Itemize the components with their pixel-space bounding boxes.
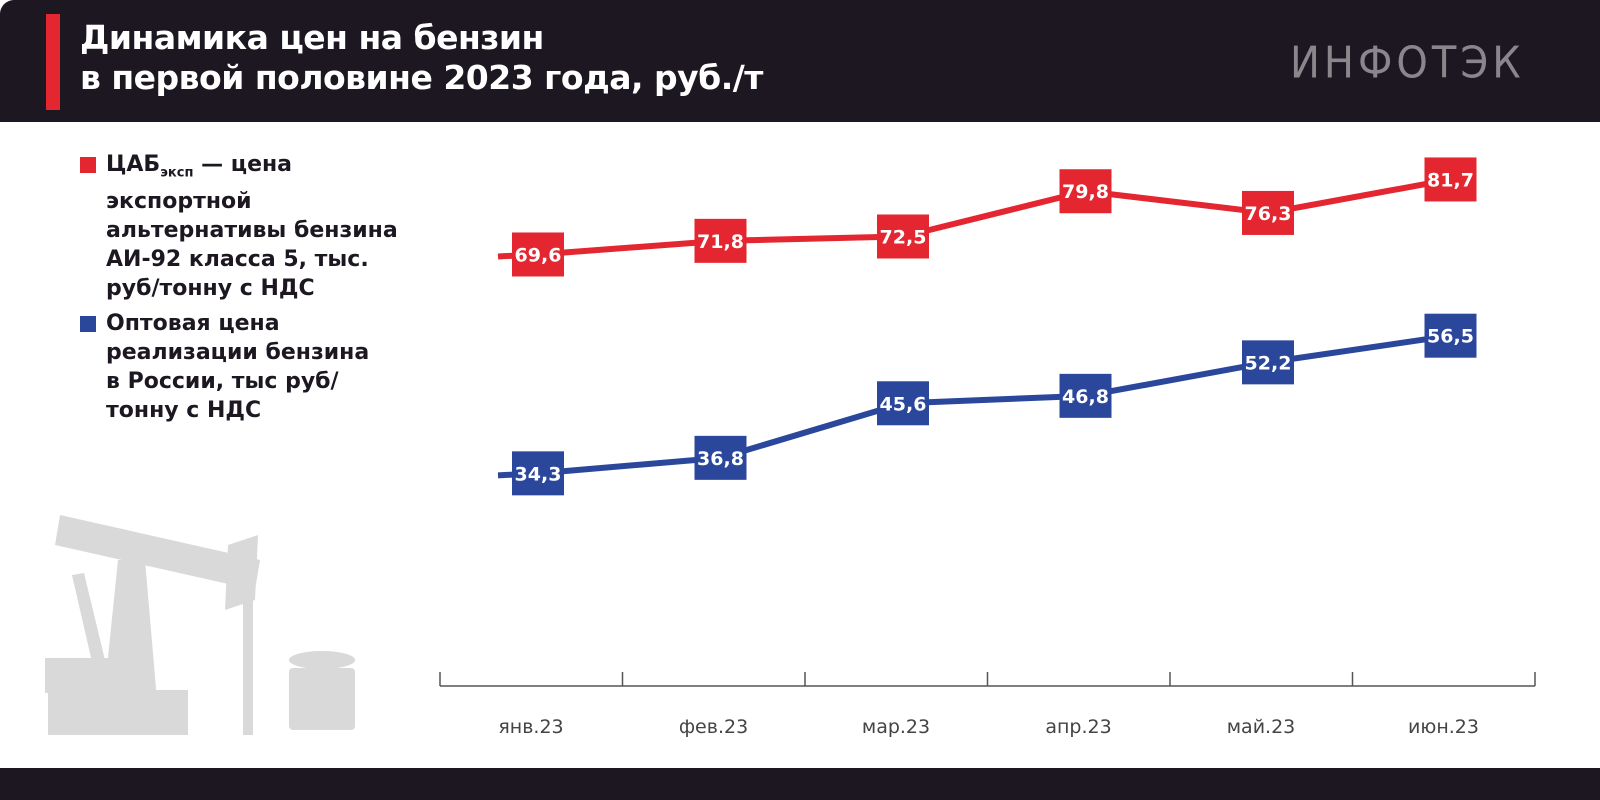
data-point-marker <box>1424 313 1477 358</box>
accent-bar <box>46 14 60 110</box>
legend: ЦАБэксп — цена экспортной альтернативы б… <box>80 150 410 431</box>
x-tick-label: апр.23 <box>1045 716 1111 738</box>
data-label: 46,8 <box>1062 386 1109 408</box>
data-point-marker <box>1424 157 1477 202</box>
chart-title: Динамика цен на бензин в первой половине… <box>80 18 763 98</box>
data-label: 71,8 <box>697 231 744 253</box>
logo: ИНФОТЭК <box>1290 37 1525 89</box>
legend-subscript: эксп <box>160 165 194 181</box>
legend-label: ЦАБ <box>106 152 161 177</box>
data-label: 34,3 <box>515 463 562 485</box>
data-label: 36,8 <box>697 448 744 470</box>
data-point-marker <box>1242 190 1294 235</box>
footer-bar <box>0 768 1600 800</box>
legend-item-export: ЦАБэксп — цена экспортной альтернативы б… <box>80 150 410 303</box>
series-line-0 <box>497 176 1452 260</box>
data-label: 52,2 <box>1245 352 1292 374</box>
title-line-2: в первой половине 2023 года, руб./т <box>80 58 763 97</box>
data-point-marker <box>512 451 564 496</box>
x-tick-label: мар.23 <box>862 716 930 738</box>
title-line-1: Динамика цен на бензин <box>80 18 544 57</box>
legend-item-wholesale: Оптовая цена реализации бензина в России… <box>80 309 380 425</box>
data-point-marker <box>512 232 564 277</box>
header: Динамика цен на бензин в первой половине… <box>0 0 1600 122</box>
x-tick-label: май.23 <box>1227 716 1296 738</box>
data-label: 79,8 <box>1062 181 1109 203</box>
data-label: 69,6 <box>515 244 562 266</box>
legend-swatch-blue <box>80 316 96 333</box>
legend-label: Оптовая цена реализации бензина в России… <box>106 311 370 424</box>
x-tick-label: июн.23 <box>1408 716 1479 738</box>
x-tick-label: фев.23 <box>679 716 748 738</box>
data-point-marker <box>694 435 747 480</box>
data-label: 76,3 <box>1245 203 1292 225</box>
legend-label-rest: — цена экспортной альтернативы бензина А… <box>106 152 398 302</box>
barrel-icon <box>289 651 355 730</box>
data-label: 72,5 <box>880 227 927 249</box>
x-tick-label: янв.23 <box>498 716 563 738</box>
data-point-marker <box>694 218 747 263</box>
legend-swatch-red <box>80 157 96 173</box>
data-point-marker <box>877 214 929 259</box>
data-point-marker <box>877 381 929 426</box>
data-point-marker <box>1242 340 1294 385</box>
pump-jack-icon <box>45 515 260 735</box>
x-axis: янв.23 фев.23 мар.23 апр.23 май.23 июн.23 <box>439 672 1536 738</box>
data-label: 45,6 <box>880 393 927 415</box>
data-label: 56,5 <box>1427 326 1474 348</box>
data-point-marker <box>1059 373 1112 418</box>
data-label: 81,7 <box>1427 169 1474 191</box>
series-line-1 <box>497 332 1451 479</box>
data-point-marker <box>1059 169 1112 214</box>
